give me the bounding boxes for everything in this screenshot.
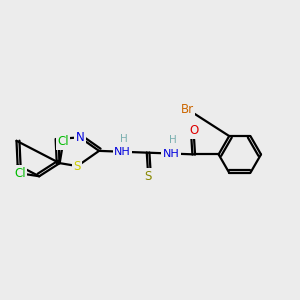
Text: H: H — [169, 135, 176, 145]
Text: N: N — [75, 131, 84, 144]
Text: S: S — [145, 170, 152, 183]
Text: S: S — [74, 160, 81, 172]
Text: Cl: Cl — [14, 167, 26, 180]
Text: Cl: Cl — [57, 135, 69, 148]
Text: O: O — [189, 124, 198, 137]
Text: NH: NH — [163, 148, 179, 158]
Text: Br: Br — [181, 103, 194, 116]
Text: H: H — [120, 134, 128, 143]
Text: NH: NH — [114, 147, 131, 157]
